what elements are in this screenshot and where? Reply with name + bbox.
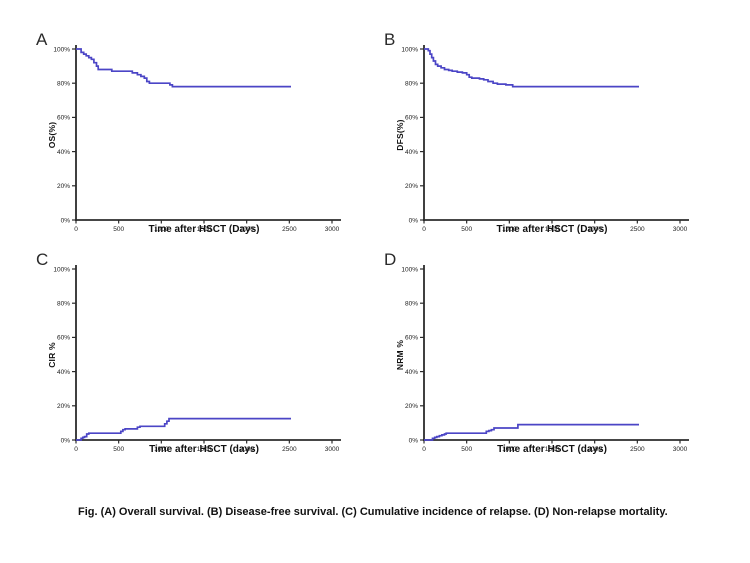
x-tick-label: 3000	[325, 226, 340, 233]
survival-curve	[424, 423, 639, 441]
x-tick-label: 1000	[502, 446, 517, 453]
y-tick-label: 80%	[405, 301, 418, 308]
y-tick-label: 40%	[57, 149, 70, 156]
x-tick-label: 2000	[587, 446, 602, 453]
y-tick-label: 100%	[53, 266, 70, 273]
panel-letter-d: D	[384, 250, 397, 269]
x-tick-label: 2500	[630, 446, 645, 453]
nrm-x-axis-label: Time after HSCT (days)	[497, 444, 607, 455]
panel-letter-c: C	[36, 250, 49, 269]
x-tick-label: 3000	[325, 446, 340, 453]
dfs-x-axis-label: Time after HSCT (Days)	[496, 224, 608, 235]
x-tick-label: 2000	[239, 446, 254, 453]
x-tick-label: 0	[422, 446, 426, 453]
x-tick-label: 500	[461, 446, 472, 453]
os-x-axis-label: Time after HSCT (Days)	[148, 224, 260, 235]
y-tick-label: 60%	[57, 335, 70, 342]
x-tick-label: 500	[113, 446, 124, 453]
panel-letter-a: A	[36, 30, 48, 49]
axes: 0% 20% 40% 60% 80% 100% 0 500 1000 1500 2000 2500 30…	[401, 45, 689, 233]
y-tick-label: 0%	[61, 437, 71, 444]
cir-x-axis-label: Time after HSCT (days)	[149, 444, 259, 455]
os-plot-area: 0% 20% 40% 60% 80% 100% 0 500 1000 1500 2000 2500 30…	[53, 45, 341, 233]
panel-overall-survival: 0% 20% 40% 60% 80% 100% 0 500 1000 1500 2000 2500 30…	[28, 28, 358, 248]
axes: 0% 20% 40% 60% 80% 100% 0 500 1000 1500 2000 2500 30…	[53, 45, 341, 233]
survival-curve	[76, 417, 291, 441]
axes: 0% 20% 40% 60% 80% 100% 0 500 1000 1500 2000 2500 30…	[53, 265, 341, 453]
y-tick-label: 100%	[53, 46, 70, 53]
y-tick-label: 0%	[409, 217, 419, 224]
axes: 0% 20% 40% 60% 80% 100% 0 500 1000 1500 2000 2500 30…	[401, 265, 689, 453]
y-tick-label: 20%	[57, 403, 70, 410]
x-tick-label: 2000	[587, 226, 602, 233]
panel-cumulative-incidence-relapse: 0% 20% 40% 60% 80% 100% 0 500 1000 1500 2000 2500 30…	[28, 248, 358, 468]
os-y-axis-label: OS(%)	[47, 121, 57, 149]
survival-curve	[424, 48, 639, 88]
y-tick-label: 80%	[405, 81, 418, 88]
survival-curve	[76, 48, 291, 88]
panel-non-relapse-mortality: 0% 20% 40% 60% 80% 100% 0 500 1000 1500 2000 2500 30…	[376, 248, 706, 468]
x-tick-label: 0	[74, 226, 78, 233]
x-tick-label: 3000	[673, 226, 688, 233]
y-tick-label: 40%	[405, 149, 418, 156]
cir-plot-area: 0% 20% 40% 60% 80% 100% 0 500 1000 1500 2000 2500 30…	[53, 265, 341, 453]
y-tick-label: 40%	[405, 369, 418, 376]
figure-caption: Fig. (A) Overall survival. (B) Disease-f…	[78, 506, 668, 518]
cir-y-axis-label: CIR %	[47, 342, 57, 368]
x-tick-label: 0	[74, 446, 78, 453]
y-tick-label: 20%	[57, 183, 70, 190]
x-tick-label: 2500	[630, 226, 645, 233]
y-tick-label: 20%	[405, 183, 418, 190]
x-tick-label: 1500	[545, 226, 560, 233]
x-tick-label: 0	[422, 226, 426, 233]
x-tick-label: 1500	[197, 446, 212, 453]
y-tick-label: 60%	[405, 335, 418, 342]
y-tick-label: 80%	[57, 81, 70, 88]
x-tick-label: 2000	[239, 226, 254, 233]
y-tick-label: 60%	[405, 115, 418, 122]
y-tick-label: 100%	[401, 46, 418, 53]
y-tick-label: 0%	[61, 217, 71, 224]
nrm-y-axis-label: NRM %	[395, 339, 405, 371]
x-tick-label: 500	[113, 226, 124, 233]
x-tick-label: 1500	[545, 446, 560, 453]
x-tick-label: 500	[461, 226, 472, 233]
panel-letter-b: B	[384, 30, 396, 49]
dfs-y-axis-label: DFS(%)	[395, 119, 405, 151]
y-tick-label: 60%	[57, 115, 70, 122]
y-tick-label: 100%	[401, 266, 418, 273]
x-tick-label: 3000	[673, 446, 688, 453]
y-tick-label: 80%	[57, 301, 70, 308]
x-tick-label: 1000	[154, 226, 169, 233]
x-tick-label: 1500	[197, 226, 212, 233]
x-tick-label: 2500	[282, 226, 297, 233]
x-tick-label: 1000	[502, 226, 517, 233]
dfs-plot-area: 0% 20% 40% 60% 80% 100% 0 500 1000 1500 2000 2500 30…	[401, 45, 689, 233]
x-tick-label: 2500	[282, 446, 297, 453]
x-tick-label: 1000	[154, 446, 169, 453]
y-tick-label: 0%	[409, 437, 419, 444]
y-tick-label: 40%	[57, 369, 70, 376]
nrm-plot-area: 0% 20% 40% 60% 80% 100% 0 500 1000 1500 2000 2500 30…	[401, 265, 689, 453]
y-tick-label: 20%	[405, 403, 418, 410]
panel-disease-free-survival: 0% 20% 40% 60% 80% 100% 0 500 1000 1500 2000 2500 30…	[376, 28, 706, 248]
